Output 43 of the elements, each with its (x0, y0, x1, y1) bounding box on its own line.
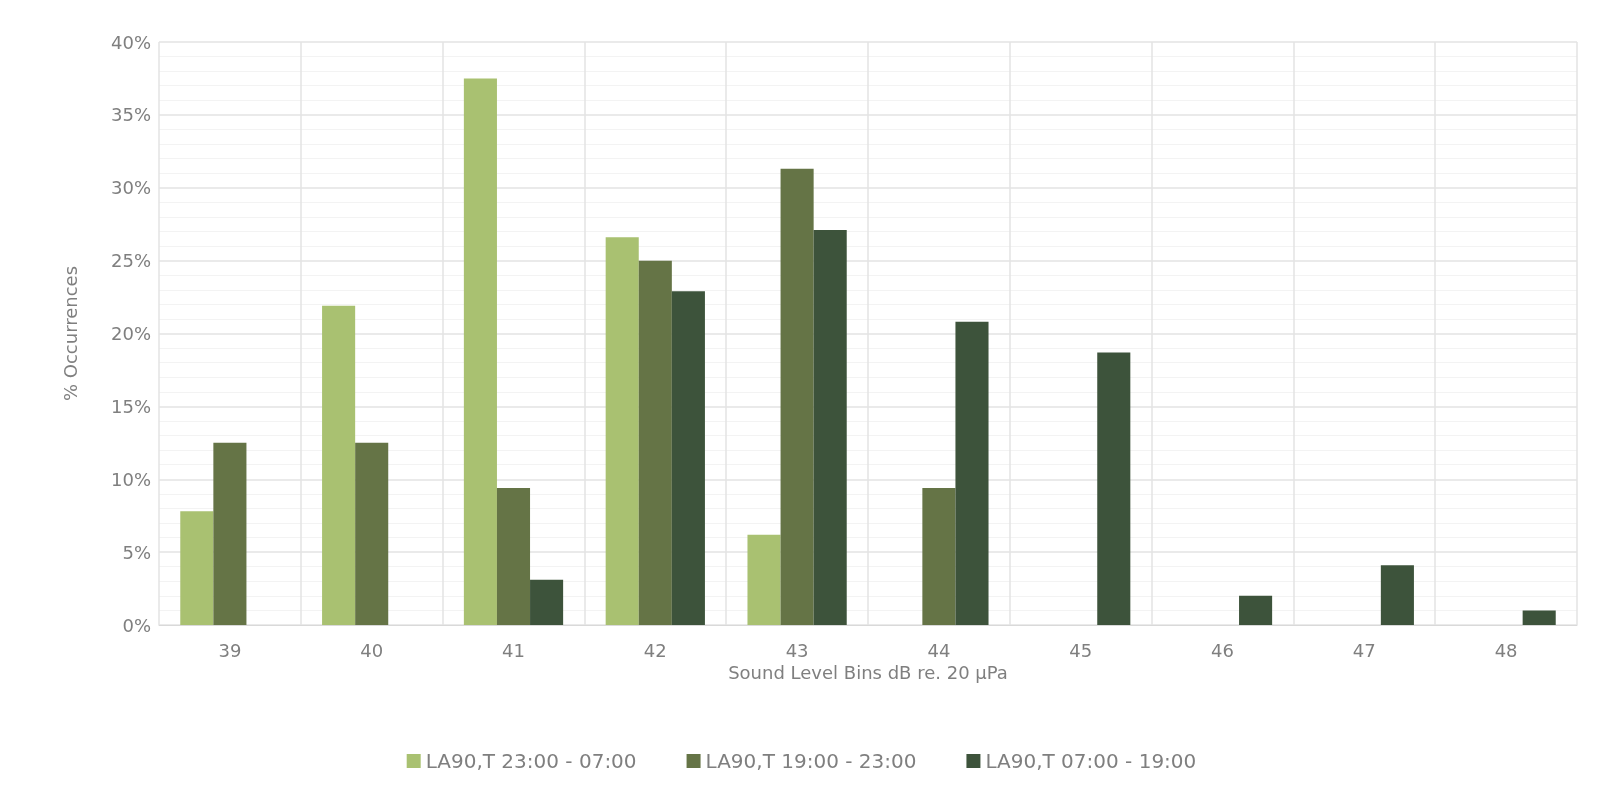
x-tick-label: 42 (643, 639, 667, 661)
y-tick-label: 40% (110, 31, 151, 53)
bar (1522, 610, 1556, 625)
bar (530, 579, 564, 625)
y-tick-label: 35% (110, 104, 151, 126)
x-tick-label: 43 (785, 639, 809, 661)
x-tick-label: 41 (502, 639, 525, 661)
x-axis-title: Sound Level Bins dB re. 20 µPa (728, 662, 1008, 684)
x-tick-label: 40 (360, 639, 384, 661)
y-tick-label: 15% (110, 395, 151, 417)
y-tick-label: 10% (110, 468, 151, 490)
bar (747, 534, 781, 625)
bar (1239, 595, 1273, 625)
bar (638, 260, 672, 625)
x-tick-label: 39 (218, 639, 242, 661)
y-tick-label: 0% (122, 614, 151, 636)
bar (496, 488, 531, 625)
bar (463, 78, 497, 625)
bar (955, 321, 989, 625)
bar (322, 305, 356, 625)
bar (605, 237, 639, 625)
legend-label: LA90,T 07:00 - 19:00 (985, 749, 1197, 773)
x-tick-label: 48 (1494, 639, 1518, 661)
bar (671, 291, 705, 625)
legend-label: LA90,T 23:00 - 07:00 (425, 749, 637, 773)
x-tick-label: 47 (1352, 639, 1376, 661)
bar (922, 488, 956, 625)
y-tick-label: 25% (110, 250, 151, 272)
bar (780, 168, 814, 625)
y-tick-label: 5% (122, 541, 151, 563)
bar (213, 442, 247, 625)
y-tick-label: 30% (110, 177, 151, 199)
y-tick-label: 20% (110, 323, 151, 344)
bar (813, 230, 847, 625)
bar (1380, 565, 1414, 625)
legend-label: LA90,T 19:00 - 23:00 (705, 749, 917, 773)
bar (1097, 352, 1131, 625)
x-tick-label: 44 (927, 639, 951, 661)
x-tick-label: 46 (1211, 639, 1234, 661)
bar (355, 442, 389, 625)
x-tick-label: 45 (1069, 639, 1093, 661)
bar (180, 511, 214, 625)
y-axis-title: % Occurrences (59, 265, 81, 402)
